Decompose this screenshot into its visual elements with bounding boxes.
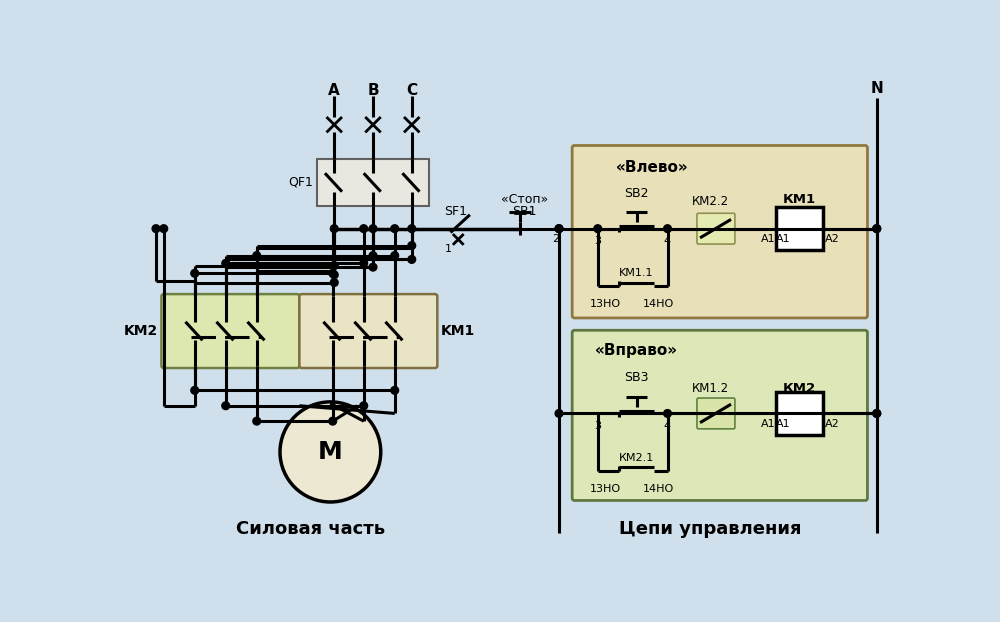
Text: 2: 2 bbox=[552, 234, 559, 244]
Text: 13НО: 13НО bbox=[590, 299, 621, 309]
Circle shape bbox=[222, 402, 230, 410]
Circle shape bbox=[330, 262, 338, 269]
Circle shape bbox=[329, 417, 337, 425]
Circle shape bbox=[369, 225, 377, 233]
Circle shape bbox=[280, 402, 381, 502]
Text: «Стоп»: «Стоп» bbox=[501, 193, 548, 206]
Text: SB3: SB3 bbox=[624, 371, 649, 384]
Circle shape bbox=[330, 225, 338, 233]
Text: 14НО: 14НО bbox=[643, 484, 674, 494]
Text: KМ2: KМ2 bbox=[124, 324, 158, 338]
FancyBboxPatch shape bbox=[572, 330, 867, 501]
Circle shape bbox=[873, 225, 881, 233]
Circle shape bbox=[191, 269, 199, 277]
Circle shape bbox=[329, 269, 337, 277]
Text: QF1: QF1 bbox=[288, 176, 313, 189]
Bar bbox=[776, 392, 822, 435]
Text: N: N bbox=[870, 81, 883, 96]
Circle shape bbox=[873, 410, 881, 417]
Text: КМ2.2: КМ2.2 bbox=[692, 195, 729, 208]
Circle shape bbox=[873, 225, 881, 233]
Text: КМ2.1: КМ2.1 bbox=[619, 453, 654, 463]
Circle shape bbox=[360, 402, 368, 410]
Circle shape bbox=[253, 417, 261, 425]
Circle shape bbox=[408, 242, 416, 249]
Text: 1: 1 bbox=[445, 244, 452, 254]
Text: A1: A1 bbox=[761, 234, 775, 244]
Circle shape bbox=[391, 252, 399, 259]
Circle shape bbox=[330, 271, 338, 279]
FancyBboxPatch shape bbox=[161, 294, 299, 368]
Text: KМ1: KМ1 bbox=[441, 324, 475, 338]
Circle shape bbox=[330, 279, 338, 286]
Circle shape bbox=[555, 225, 563, 233]
Text: КМ1: КМ1 bbox=[783, 193, 816, 206]
Text: КМ1.2: КМ1.2 bbox=[692, 383, 729, 396]
Circle shape bbox=[594, 225, 602, 233]
Text: SB2: SB2 bbox=[624, 187, 649, 200]
Text: «Влево»: «Влево» bbox=[616, 159, 688, 175]
Text: A1: A1 bbox=[776, 419, 791, 429]
Circle shape bbox=[191, 386, 199, 394]
Text: A1: A1 bbox=[776, 234, 791, 244]
Circle shape bbox=[360, 259, 368, 267]
Circle shape bbox=[253, 252, 261, 259]
Bar bbox=[317, 159, 429, 205]
Text: 3: 3 bbox=[594, 236, 601, 246]
Circle shape bbox=[222, 259, 230, 267]
Text: 3: 3 bbox=[594, 420, 601, 431]
Text: 14НО: 14НО bbox=[643, 299, 674, 309]
Circle shape bbox=[555, 225, 563, 233]
FancyBboxPatch shape bbox=[697, 398, 735, 429]
Text: КМ2: КМ2 bbox=[783, 383, 816, 396]
Text: Цепи управления: Цепи управления bbox=[619, 520, 801, 538]
Circle shape bbox=[369, 252, 377, 259]
Text: SF1: SF1 bbox=[444, 205, 467, 218]
Circle shape bbox=[664, 225, 671, 233]
Circle shape bbox=[873, 410, 881, 417]
Text: 4: 4 bbox=[664, 420, 671, 431]
Circle shape bbox=[369, 263, 377, 271]
Circle shape bbox=[555, 410, 563, 417]
Text: C: C bbox=[406, 83, 417, 98]
Text: B: B bbox=[367, 83, 379, 98]
Circle shape bbox=[152, 225, 160, 233]
Text: A1: A1 bbox=[761, 419, 775, 429]
Text: KМ1.1: KМ1.1 bbox=[619, 268, 654, 278]
FancyBboxPatch shape bbox=[572, 146, 867, 318]
Text: 13НО: 13НО bbox=[590, 484, 621, 494]
Text: A2: A2 bbox=[825, 419, 840, 429]
Circle shape bbox=[391, 225, 399, 233]
Circle shape bbox=[360, 225, 368, 233]
Circle shape bbox=[391, 386, 399, 394]
FancyBboxPatch shape bbox=[299, 294, 437, 368]
Bar bbox=[776, 207, 822, 250]
Circle shape bbox=[408, 256, 416, 263]
Circle shape bbox=[160, 225, 168, 233]
FancyBboxPatch shape bbox=[697, 213, 735, 244]
Circle shape bbox=[408, 225, 416, 233]
Text: SB1: SB1 bbox=[512, 205, 536, 218]
Text: «Вправо»: «Вправо» bbox=[595, 343, 678, 358]
Text: A: A bbox=[328, 83, 340, 98]
Text: М: М bbox=[318, 440, 343, 464]
Text: A2: A2 bbox=[825, 234, 840, 244]
Text: Силовая часть: Силовая часть bbox=[236, 520, 386, 538]
Text: 4: 4 bbox=[664, 236, 671, 246]
Circle shape bbox=[664, 410, 671, 417]
